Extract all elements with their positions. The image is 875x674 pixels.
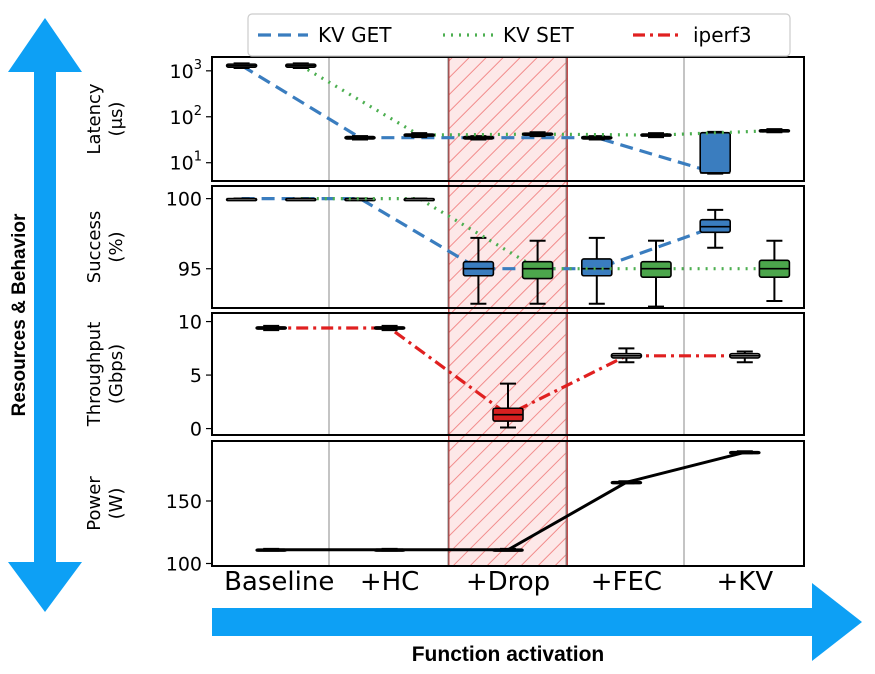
box-power-drop bbox=[492, 547, 524, 552]
box-kv-set-hc bbox=[403, 197, 436, 202]
legend-label: KV GET bbox=[318, 23, 392, 47]
box-kv-get-baseline bbox=[225, 197, 258, 202]
y-tick-label: 0 bbox=[190, 419, 202, 441]
y-axis-label: Latency bbox=[84, 83, 105, 154]
panel-4: 150 100 Power (W) bbox=[84, 440, 805, 576]
category-label: +FEC bbox=[591, 567, 662, 597]
box-kv-set-kv bbox=[758, 128, 791, 134]
y-tick-label: 10 bbox=[178, 312, 202, 334]
category-label: +KV bbox=[716, 567, 773, 597]
box-power-baseline bbox=[255, 547, 288, 552]
legend-frame bbox=[247, 13, 791, 57]
y-tick-label: 95 bbox=[178, 259, 202, 281]
y-tick-label: 101 bbox=[170, 150, 202, 175]
plot-area: 103 102 101 Latency (μs) 100 95 Success (%) 10 5 0 T… bbox=[84, 56, 805, 597]
box-kv-get-hc bbox=[344, 135, 376, 141]
box-kv-get-drop bbox=[462, 236, 495, 305]
y-tick-label: 103 bbox=[170, 58, 202, 83]
box bbox=[699, 131, 732, 174]
horizontal-arrow-label: Function activation bbox=[412, 643, 605, 666]
box-iperf3-drop bbox=[492, 382, 524, 429]
legend: KV GET KV SET iperf3 bbox=[247, 13, 791, 57]
panel-frame bbox=[211, 312, 805, 436]
horizontal-axis-arrow bbox=[212, 583, 862, 661]
box-power-fec bbox=[610, 480, 643, 485]
panel-1: 103 102 101 Latency (μs) bbox=[84, 56, 805, 182]
series-line-kv-get bbox=[240, 64, 716, 175]
box-kv-set-baseline bbox=[284, 62, 317, 70]
drop-highlight-band bbox=[448, 56, 568, 567]
category-label: +HC bbox=[360, 567, 420, 597]
box-kv-get-kv bbox=[699, 130, 732, 175]
box-power-kv bbox=[728, 450, 761, 455]
series-line-iperf3 bbox=[271, 326, 745, 417]
panel-frame bbox=[211, 56, 805, 182]
box-kv-set-drop bbox=[521, 239, 554, 305]
box-kv-set-hc bbox=[403, 132, 436, 139]
y-axis-label: (μs) bbox=[106, 102, 127, 137]
box-kv-set-kv bbox=[758, 239, 791, 302]
legend-label: iperf3 bbox=[693, 23, 752, 47]
vertical-axis-arrow bbox=[8, 18, 82, 612]
box-iperf3-baseline bbox=[255, 324, 288, 332]
panel-3: 10 5 0 Throughput (Gbps) bbox=[84, 312, 805, 441]
category-label: +Drop bbox=[466, 567, 550, 597]
panel-frame bbox=[211, 185, 805, 309]
box-iperf3-fec bbox=[610, 347, 643, 364]
y-axis-label: Throughput bbox=[84, 322, 105, 428]
box-kv-set-fec bbox=[640, 132, 672, 139]
y-axis-label: (%) bbox=[106, 231, 127, 262]
y-axis-label: Success bbox=[84, 211, 105, 283]
box bbox=[521, 260, 554, 280]
box-kv-set-baseline bbox=[284, 197, 317, 202]
box-kv-get-kv bbox=[699, 208, 732, 249]
box-kv-get-fec bbox=[580, 236, 613, 305]
box bbox=[580, 258, 613, 277]
y-axis-label: Power bbox=[84, 476, 105, 531]
box-kv-get-baseline bbox=[225, 62, 258, 70]
box-power-hc bbox=[373, 547, 406, 552]
y-axis-label: (Gbps) bbox=[106, 344, 127, 404]
vertical-arrow-label: Resources & Behavior bbox=[9, 213, 30, 416]
box-iperf3-hc bbox=[373, 324, 406, 332]
box-kv-set-drop bbox=[521, 131, 554, 138]
box-kv-get-drop bbox=[462, 135, 495, 141]
panel-2: 100 95 Success (%) bbox=[84, 185, 805, 309]
panel-frame bbox=[211, 440, 805, 567]
y-tick-label: 150 bbox=[166, 491, 202, 513]
y-tick-label: 100 bbox=[166, 554, 202, 576]
y-tick-label: 100 bbox=[166, 189, 202, 211]
legend-label: KV SET bbox=[503, 23, 574, 47]
box-kv-get-fec bbox=[580, 135, 613, 141]
y-tick-label: 5 bbox=[190, 365, 202, 387]
y-axis-label: (W) bbox=[106, 488, 127, 520]
box-iperf3-kv bbox=[728, 350, 761, 364]
y-tick-label: 102 bbox=[170, 104, 202, 129]
box-kv-set-fec bbox=[640, 239, 672, 308]
category-label: Baseline bbox=[224, 567, 334, 597]
